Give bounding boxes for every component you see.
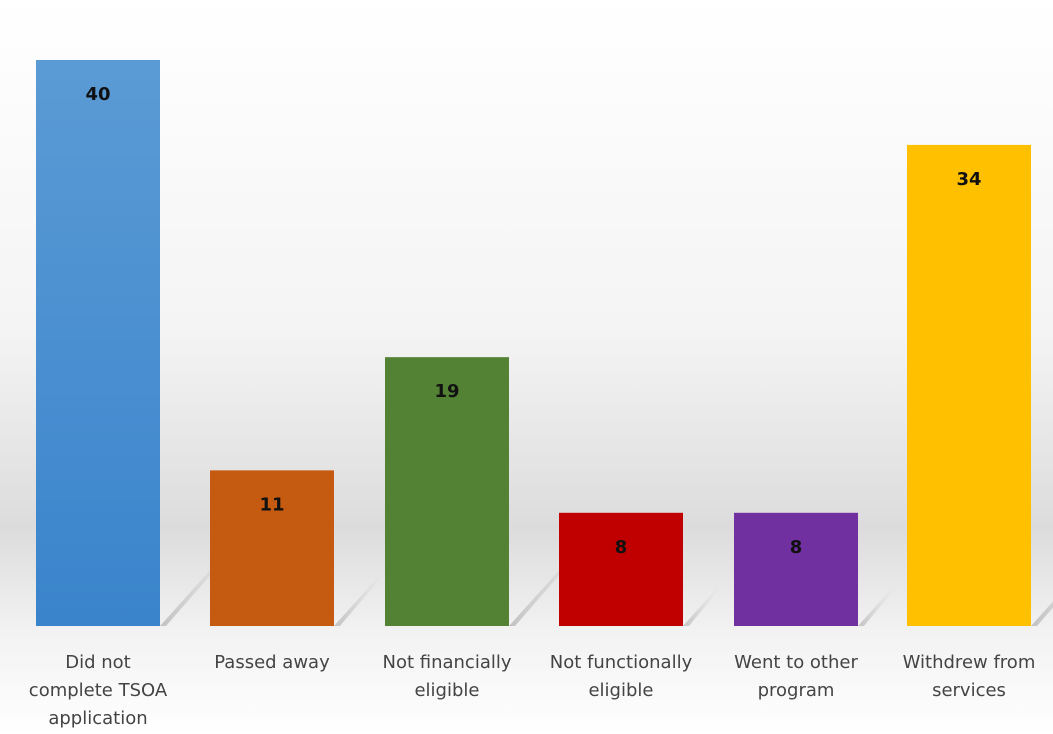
data-label: 34 xyxy=(956,169,981,190)
category-label-line: complete TSOA xyxy=(29,680,168,701)
category-label-line: Withdrew from xyxy=(903,652,1036,673)
category-label-line: application xyxy=(48,708,147,729)
category-label: Withdrew from services xyxy=(903,652,1036,701)
data-label: 8 xyxy=(790,537,803,558)
bar xyxy=(210,470,334,626)
category-label: Did not complete TSOA application xyxy=(29,652,168,729)
bar-shadow xyxy=(683,586,719,626)
category-label-line: eligible xyxy=(588,680,653,701)
bar xyxy=(385,357,509,626)
category-label: Not functionally eligible xyxy=(550,652,693,701)
category-labels: Did not complete TSOA application Passed aw… xyxy=(29,652,1036,729)
bar xyxy=(559,512,683,626)
category-label-line: Passed away xyxy=(214,652,330,673)
category-label-line: Not functionally xyxy=(550,652,693,673)
category-label: Went to other program xyxy=(734,652,858,701)
category-label-line: Did not xyxy=(65,652,131,673)
bar-shadow xyxy=(858,586,894,626)
category-label-line: services xyxy=(932,680,1006,701)
data-label: 8 xyxy=(615,537,628,558)
bar-shadow xyxy=(334,571,384,626)
bar-series xyxy=(36,60,1031,626)
bar xyxy=(907,144,1031,626)
data-labels: 40 11 19 8 8 34 xyxy=(85,84,981,558)
bar xyxy=(36,60,160,626)
category-label-line: Went to other xyxy=(734,652,858,673)
category-label-line: Not financially xyxy=(382,652,511,673)
category-label-line: eligible xyxy=(414,680,479,701)
data-label: 11 xyxy=(259,494,284,515)
data-label: 40 xyxy=(85,84,110,105)
data-label: 19 xyxy=(434,381,459,402)
bar-shadow xyxy=(1031,601,1053,626)
category-label: Passed away xyxy=(214,652,330,673)
category-label: Not financially eligible xyxy=(382,652,511,701)
bar xyxy=(734,512,858,626)
category-label-line: program xyxy=(758,680,835,701)
